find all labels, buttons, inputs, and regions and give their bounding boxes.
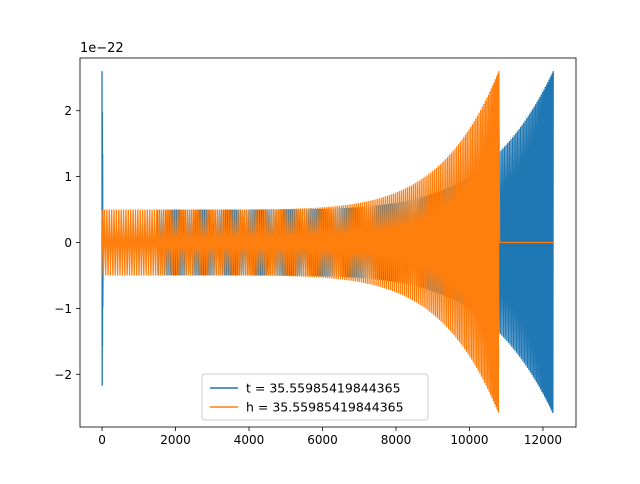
legend-box [201,373,429,421]
axis-layer: 0 2000 4000 6000 8000 10000 12000 −2 −1 0 1 2 [54,104,562,447]
legend-label: t = 35.55985419844365 [246,381,401,396]
x-tick-label: 12000 [524,433,562,447]
y-tick-label: −1 [54,302,72,316]
legend: t = 35.55985419844365 h = 35.559854198443… [201,373,429,421]
y-tick-label: 1 [64,170,72,184]
x-tick-label: 6000 [307,433,338,447]
y-tick-label: 0 [64,236,72,250]
x-tick-label: 8000 [381,433,412,447]
series-h-line [101,71,554,413]
series-layer [101,71,554,414]
x-tick-label: 0 [98,433,106,447]
x-tick-label: 4000 [234,433,265,447]
y-tick-label: −2 [54,368,72,382]
y-tick-label: 2 [64,104,72,118]
x-tick-label: 10000 [450,433,488,447]
y-offset-label: 1e−22 [80,41,124,56]
x-tick-label: 2000 [160,433,191,447]
legend-label: h = 35.55985419844365 [246,400,404,415]
